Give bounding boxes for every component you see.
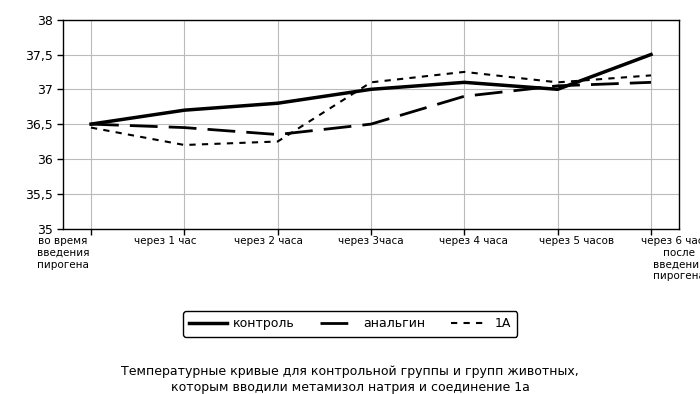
Text: через 6 часов
после
введения
пирогена: через 6 часов после введения пирогена [641,236,700,281]
Text: через 5 часов: через 5 часов [539,236,614,246]
Text: через 2 часа: через 2 часа [234,236,303,246]
Text: которым вводили метамизол натрия и соединение 1а: которым вводили метамизол натрия и соеди… [171,381,529,394]
Text: через 1 час: через 1 час [134,236,197,246]
Text: Температурные кривые для контрольной группы и групп животных,: Температурные кривые для контрольной гру… [121,365,579,378]
Legend: контроль, анальгин, 1А: контроль, анальгин, 1А [183,311,517,336]
Text: через 3часа: через 3часа [338,236,404,246]
Text: во время
введения
пирогена: во время введения пирогена [36,236,90,269]
Text: через 4 часа: через 4 часа [439,236,508,246]
